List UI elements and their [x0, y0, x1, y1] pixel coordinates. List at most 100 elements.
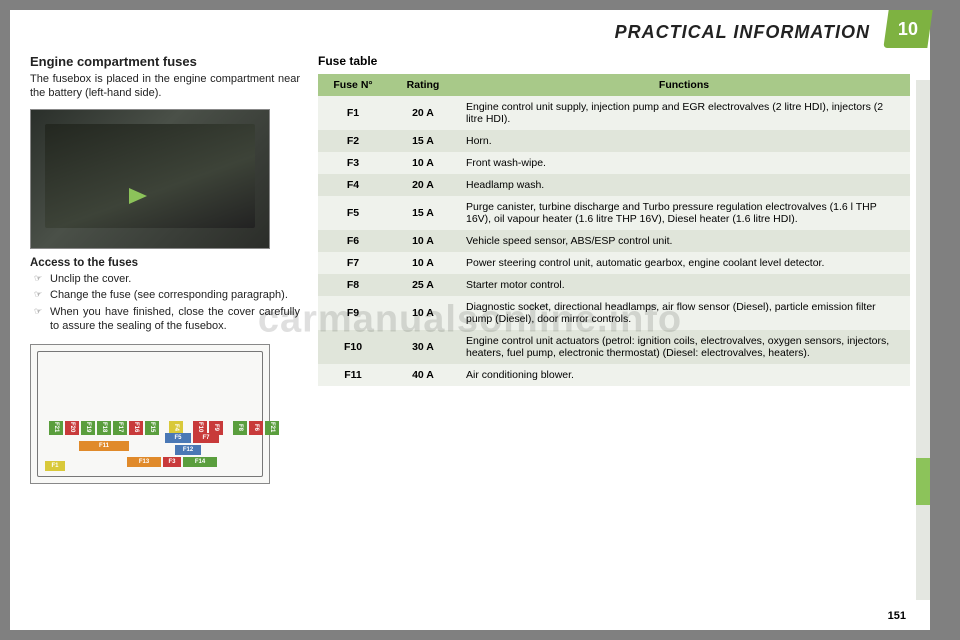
side-tab	[916, 127, 930, 174]
cell-fuse-no: F8	[318, 274, 388, 296]
diagram-fuse: F14	[183, 457, 217, 467]
step-item: Unclip the cover.	[34, 273, 300, 287]
cell-function: Front wash-wipe.	[458, 152, 910, 174]
step-item: Change the fuse (see corresponding parag…	[34, 289, 300, 303]
diagram-fuse: F8	[233, 421, 247, 435]
cell-fuse-no: F6	[318, 230, 388, 252]
side-tabs	[916, 80, 930, 600]
diagram-fuse: F16	[129, 421, 143, 435]
cell-rating: 15 A	[388, 196, 458, 230]
side-tab	[916, 553, 930, 600]
green-arrow-icon	[129, 188, 147, 204]
cell-fuse-no: F3	[318, 152, 388, 174]
cell-fuse-no: F10	[318, 330, 388, 364]
table-row: F825 AStarter motor control.	[318, 274, 910, 296]
engine-fuses-intro: The fusebox is placed in the engine comp…	[30, 73, 300, 101]
diagram-fuse: F7	[193, 433, 219, 443]
table-row: F215 AHorn.	[318, 130, 910, 152]
fuse-table: Fuse N° Rating Functions F120 AEngine co…	[318, 74, 910, 386]
diagram-row-4: F13F3F14	[127, 457, 217, 467]
diagram-fuse: F12	[175, 445, 201, 455]
table-row: F710 APower steering control unit, autom…	[318, 252, 910, 274]
cell-rating: 10 A	[388, 152, 458, 174]
cell-function: Power steering control unit, automatic g…	[458, 252, 910, 274]
table-row: F310 AFront wash-wipe.	[318, 152, 910, 174]
table-row: F910 ADiagnostic socket, directional hea…	[318, 296, 910, 330]
fuse-table-body: F120 AEngine control unit supply, inject…	[318, 96, 910, 386]
table-row: F515 APurge canister, turbine discharge …	[318, 196, 910, 230]
side-tab-active	[916, 458, 930, 505]
chapter-tab: 10	[883, 10, 932, 48]
diagram-row-bottom: F1	[45, 461, 65, 471]
cell-rating: 20 A	[388, 96, 458, 130]
cell-fuse-no: F1	[318, 96, 388, 130]
side-tab	[916, 316, 930, 363]
cell-rating: 10 A	[388, 252, 458, 274]
page-number: 151	[888, 610, 906, 622]
manual-page: PRACTICAL INFORMATION 10 Engine compartm…	[10, 10, 930, 630]
side-tab	[916, 222, 930, 269]
access-title: Access to the fuses	[30, 257, 300, 269]
side-tab	[916, 411, 930, 458]
cell-rating: 30 A	[388, 330, 458, 364]
cell-fuse-no: F7	[318, 252, 388, 274]
diagram-fuse: F6	[249, 421, 263, 435]
diagram-fuse: F21	[265, 421, 279, 435]
table-header-row: Fuse N° Rating Functions	[318, 74, 910, 96]
left-column: Engine compartment fuses The fusebox is …	[30, 54, 300, 614]
cell-function: Air conditioning blower.	[458, 364, 910, 386]
cell-fuse-no: F11	[318, 364, 388, 386]
step-item: When you have finished, close the cover …	[34, 306, 300, 334]
access-steps: Unclip the cover. Change the fuse (see c…	[30, 273, 300, 334]
diagram-fuse: F3	[163, 457, 181, 467]
side-tab	[916, 269, 930, 316]
table-row: F120 AEngine control unit supply, inject…	[318, 96, 910, 130]
right-column: Fuse table Fuse N° Rating Functions F120…	[318, 54, 910, 614]
col-functions: Functions	[458, 74, 910, 96]
diagram-fuse: F13	[127, 457, 161, 467]
diagram-fuse: F19	[81, 421, 95, 435]
cell-rating: 40 A	[388, 364, 458, 386]
fusebox-shape	[45, 124, 255, 228]
diagram-fuse	[225, 421, 231, 435]
cell-function: Headlamp wash.	[458, 174, 910, 196]
cell-function: Horn.	[458, 130, 910, 152]
engine-photo	[30, 109, 270, 249]
diagram-fuse: F5	[165, 433, 191, 443]
diagram-fuse: F20	[65, 421, 79, 435]
cell-function: Vehicle speed sensor, ABS/ESP control un…	[458, 230, 910, 252]
cell-function: Diagnostic socket, directional headlamps…	[458, 296, 910, 330]
col-rating: Rating	[388, 74, 458, 96]
cell-function: Purge canister, turbine discharge and Tu…	[458, 196, 910, 230]
side-tab	[916, 505, 930, 552]
cell-fuse-no: F2	[318, 130, 388, 152]
side-tab	[916, 364, 930, 411]
header: PRACTICAL INFORMATION 10	[30, 22, 910, 48]
table-row: F1140 AAir conditioning blower.	[318, 364, 910, 386]
fuse-table-title: Fuse table	[318, 54, 910, 68]
cell-rating: 10 A	[388, 230, 458, 252]
engine-fuses-title: Engine compartment fuses	[30, 54, 300, 69]
section-title: PRACTICAL INFORMATION	[615, 22, 870, 43]
cell-fuse-no: F4	[318, 174, 388, 196]
diagram-fuse: F18	[97, 421, 111, 435]
side-tab	[916, 175, 930, 222]
table-row: F610 AVehicle speed sensor, ABS/ESP cont…	[318, 230, 910, 252]
diagram-row-3: F11	[79, 441, 129, 451]
cell-function: Engine control unit supply, injection pu…	[458, 96, 910, 130]
cell-rating: 20 A	[388, 174, 458, 196]
diagram-row-mid: F5F7	[165, 433, 219, 443]
diagram-fuse: F1	[45, 461, 65, 471]
cell-function: Engine control unit actuators (petrol: i…	[458, 330, 910, 364]
diagram-row-mid2: F12	[175, 445, 201, 455]
table-row: F1030 AEngine control unit actuators (pe…	[318, 330, 910, 364]
cell-rating: 15 A	[388, 130, 458, 152]
diagram-fuse: F17	[113, 421, 127, 435]
col-fuse-no: Fuse N°	[318, 74, 388, 96]
fuse-diagram: F21F20F19F18F17F16F15F4F10F9F8F6F21 F5F7…	[30, 344, 270, 484]
cell-rating: 25 A	[388, 274, 458, 296]
cell-fuse-no: F9	[318, 296, 388, 330]
content: Engine compartment fuses The fusebox is …	[30, 54, 910, 614]
side-tab	[916, 80, 930, 127]
cell-function: Starter motor control.	[458, 274, 910, 296]
